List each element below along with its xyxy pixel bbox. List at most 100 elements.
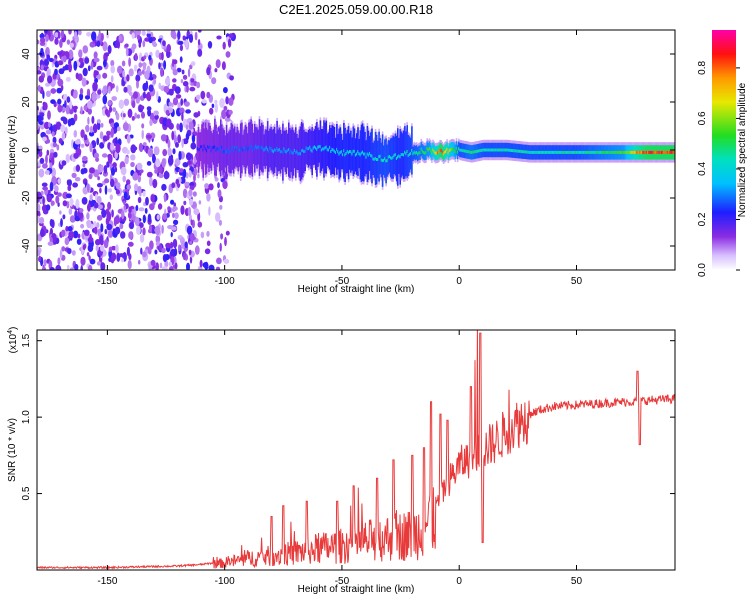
noise-blob xyxy=(170,231,173,238)
noise-blob xyxy=(187,206,192,216)
noise-blob xyxy=(182,35,186,41)
noise-blob xyxy=(74,139,81,145)
noise-blob xyxy=(123,76,127,82)
ridge-core xyxy=(384,157,386,161)
ridge-core xyxy=(210,149,213,153)
ridge-core xyxy=(372,157,374,161)
noise-blob xyxy=(147,247,152,255)
noise-blob xyxy=(82,67,88,77)
noise-blob xyxy=(189,64,193,70)
ridge-core xyxy=(599,150,602,154)
ridge-core xyxy=(412,152,414,156)
ridge-core xyxy=(557,150,560,154)
y-tick-label: 1.0 xyxy=(21,410,32,424)
noise-blob xyxy=(49,181,54,192)
noise-blob xyxy=(188,188,193,197)
ridge-core xyxy=(395,157,398,160)
ridge-core xyxy=(634,150,636,154)
noise-blob xyxy=(82,244,86,251)
ridge-core xyxy=(293,148,296,152)
x-tick-label: 0 xyxy=(456,276,462,287)
ridge-core xyxy=(373,157,376,161)
ridge-core xyxy=(542,150,545,154)
noise-blob xyxy=(125,47,129,57)
ridge-core xyxy=(482,148,485,152)
noise-blob xyxy=(45,46,50,57)
noise-blob xyxy=(221,109,227,120)
noise-blob xyxy=(91,115,95,124)
ridge-core xyxy=(292,151,295,155)
noise-blob xyxy=(216,35,222,40)
ridge-core xyxy=(298,151,301,155)
noise-blob xyxy=(172,206,176,213)
x-tick-label: -100 xyxy=(215,576,235,587)
noise-blob xyxy=(57,51,62,56)
ridge-core xyxy=(286,149,289,153)
noise-blob xyxy=(72,105,78,110)
noise-blob xyxy=(142,61,147,71)
ridge-core xyxy=(289,151,291,155)
ridge-core xyxy=(320,148,323,152)
noise-blob xyxy=(72,182,78,188)
ridge-core xyxy=(489,148,492,152)
ridge-core xyxy=(377,158,379,161)
noise-blob xyxy=(178,150,182,161)
noise-blob xyxy=(163,193,167,203)
noise-blob xyxy=(87,65,91,72)
ridge-core xyxy=(463,149,466,153)
noise-blob xyxy=(106,223,113,231)
noise-blob xyxy=(96,261,102,266)
noise-blob xyxy=(128,91,133,96)
ridge-core xyxy=(630,150,632,154)
noise-blob xyxy=(69,100,72,109)
noise-blob xyxy=(93,226,98,234)
noise-blob xyxy=(217,182,220,189)
ridge-core xyxy=(617,150,620,154)
noise-blob xyxy=(118,253,125,258)
noise-blob xyxy=(186,84,189,93)
noise-blob xyxy=(157,203,163,210)
ridge-core xyxy=(201,145,203,149)
ridge-core xyxy=(334,151,337,155)
ridge-core xyxy=(370,154,372,157)
ridge-core xyxy=(214,145,216,149)
ridge-core xyxy=(475,149,478,153)
noise-blob xyxy=(193,112,199,118)
ridge-core xyxy=(648,150,650,154)
ridge-core xyxy=(254,146,256,150)
noise-blob xyxy=(104,52,110,57)
noise-blob xyxy=(51,167,56,178)
noise-blob xyxy=(100,122,104,128)
ridge-core xyxy=(528,150,530,154)
noise-blob xyxy=(37,249,41,257)
ridge-core xyxy=(257,145,260,149)
noise-blob xyxy=(174,262,178,270)
ridge-core xyxy=(554,150,556,154)
ridge-core xyxy=(560,150,562,154)
noise-blob xyxy=(221,61,226,71)
ridge-core xyxy=(351,152,353,156)
spectrogram-panel: -150 -100 -50 0 50 40 20 0 -20 -40 Height of str… xyxy=(7,29,676,295)
noise-blob xyxy=(55,195,60,204)
ridge-core xyxy=(527,150,529,154)
noise-blob xyxy=(167,206,171,211)
ridge-core xyxy=(637,150,640,154)
noise-blob xyxy=(123,191,128,200)
ridge-core xyxy=(449,148,452,152)
noise-blob xyxy=(66,39,71,45)
ridge-core xyxy=(583,150,586,154)
noise-blob xyxy=(87,100,93,110)
noise-blob xyxy=(89,194,93,202)
noise-blob xyxy=(194,31,198,41)
noise-blob xyxy=(172,78,177,83)
noise-blob xyxy=(129,221,134,230)
ridge-core xyxy=(246,147,249,151)
noise-blob xyxy=(86,32,92,37)
ridge-core xyxy=(669,150,671,154)
noise-blob xyxy=(38,75,44,83)
ridge-core xyxy=(461,149,464,152)
noise-blob xyxy=(60,218,63,228)
ridge-core xyxy=(242,148,244,152)
ridge-core xyxy=(641,150,643,154)
noise-blob xyxy=(142,251,147,258)
